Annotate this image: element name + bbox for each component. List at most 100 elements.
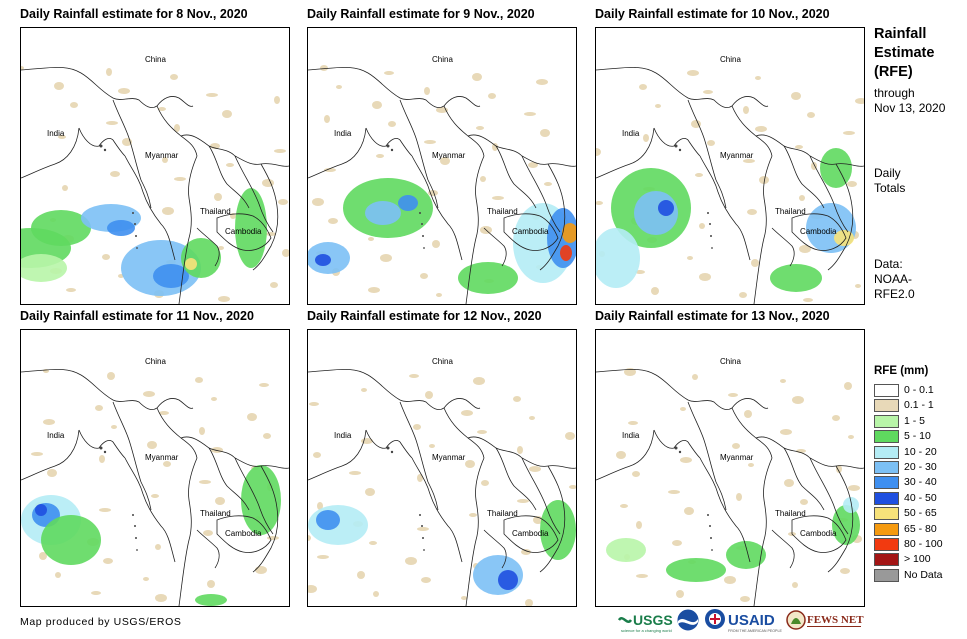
- through-value: Nov 13, 2020: [874, 101, 946, 115]
- rain-speckle: [848, 485, 860, 491]
- rain-speckle: [373, 591, 379, 597]
- noaa-logo-icon: [676, 608, 700, 632]
- label-china: China: [145, 55, 166, 64]
- rain-speckle: [380, 254, 392, 262]
- rain-speckle: [807, 112, 815, 118]
- legend-swatch: [874, 399, 899, 413]
- rain-speckle: [695, 173, 703, 177]
- rain-speckle: [255, 566, 267, 574]
- islands: [674, 446, 713, 551]
- rain-speckle: [70, 102, 78, 108]
- rain-speckle: [632, 471, 640, 477]
- rain-speckle: [21, 66, 24, 70]
- map-credit: Map produced by USGS/EROS: [20, 616, 182, 628]
- legend-item: 5 - 10: [874, 429, 964, 444]
- rain-speckle: [405, 557, 417, 565]
- rain-speckle: [47, 469, 57, 477]
- rain-speckle: [308, 535, 311, 541]
- rain-speckle: [170, 74, 178, 80]
- label-china: China: [720, 357, 741, 366]
- legend-swatch: [874, 537, 899, 551]
- rain-speckle: [143, 391, 155, 397]
- map-canvas: China India Myanmar Thailand Cambodia: [21, 357, 289, 606]
- rain-speckle: [517, 446, 523, 454]
- rain-speckle: [744, 410, 752, 418]
- sidebar-title-line: Estimate: [874, 45, 935, 61]
- rain-speckle: [569, 485, 576, 489]
- rain-cell: [770, 264, 822, 292]
- legend-swatch: [874, 414, 899, 428]
- rain-speckle: [102, 254, 110, 260]
- islands: [99, 446, 138, 551]
- legend-label: 5 - 10: [904, 430, 931, 443]
- label-cambodia: Cambodia: [512, 227, 549, 236]
- rain-speckle: [544, 182, 552, 186]
- rain-speckle: [218, 296, 230, 302]
- rain-speckle: [680, 407, 686, 411]
- label-cambodia: Cambodia: [800, 227, 837, 236]
- usaid-logo: USAID FROM THE AMERICAN PEOPLE: [705, 609, 782, 633]
- rainfall-panel-nov8: Daily Rainfall estimate for 8 Nov., 2020: [20, 7, 290, 305]
- map-canvas: China India Myanmar Thailand Cambodia: [308, 357, 576, 606]
- rain-speckle: [784, 479, 794, 487]
- legend-label: 10 - 20: [904, 445, 937, 458]
- label-thailand: Thailand: [775, 509, 806, 518]
- rain-speckle: [736, 493, 742, 501]
- legend-swatch: [874, 568, 899, 582]
- rain-speckle: [43, 419, 55, 425]
- rain-speckle: [174, 124, 180, 132]
- rain-speckle: [425, 391, 433, 399]
- rain-speckle: [214, 193, 222, 201]
- rain-speckle: [643, 134, 649, 142]
- panel-title: Daily Rainfall estimate for 8 Nov., 2020: [20, 7, 248, 21]
- rain-speckle: [99, 508, 111, 512]
- rain-speckle: [417, 527, 429, 531]
- rain-speckle: [636, 521, 642, 529]
- rain-speckle: [739, 292, 747, 298]
- legend-label: 0.1 - 1: [904, 399, 934, 412]
- rain-speckle: [95, 405, 103, 411]
- legend-swatch: [874, 430, 899, 444]
- rain-speckle: [792, 396, 804, 404]
- fewsnet-text: FEWS NET: [807, 614, 864, 626]
- rain-cell: [185, 258, 197, 270]
- legend-label: 0 - 0.1: [904, 384, 934, 396]
- rain-speckle: [844, 382, 852, 390]
- rain-speckle: [162, 157, 168, 163]
- panel-title: Daily Rainfall estimate for 10 Nov., 202…: [595, 7, 830, 21]
- rainfall-panel-nov10: Daily Rainfall estimate for 10 Nov., 202…: [595, 7, 865, 305]
- rain-speckle: [732, 443, 740, 449]
- legend-label: 40 - 50: [904, 491, 937, 504]
- rainfall-layer: [21, 66, 289, 302]
- rain-speckle: [313, 452, 321, 458]
- rain-speckle: [728, 393, 738, 397]
- rain-speckle: [513, 396, 521, 402]
- rain-speckle: [440, 157, 450, 165]
- rain-speckle: [488, 93, 496, 99]
- daily-line: Daily: [874, 166, 901, 180]
- rain-cell: [107, 220, 135, 236]
- label-india: India: [47, 431, 65, 440]
- rain-speckle: [743, 159, 755, 163]
- through-label: through: [874, 86, 915, 100]
- rain-speckle: [55, 572, 61, 578]
- legend-label: 30 - 40: [904, 476, 937, 489]
- rain-cell: [398, 195, 418, 211]
- rain-speckle: [803, 298, 813, 302]
- usgs-text: USGS: [633, 612, 673, 628]
- sidebar-title: Rainfall Estimate (RFE): [874, 25, 964, 82]
- legend-item: 40 - 50: [874, 491, 964, 506]
- legend-title: RFE (mm): [874, 365, 929, 377]
- rain-speckle: [424, 140, 436, 144]
- rain-speckle: [429, 444, 435, 448]
- rain-speckle: [832, 415, 840, 421]
- daily-totals: Daily Totals: [874, 166, 964, 196]
- agency-logos: USGS science for a changing world USAID …: [618, 606, 864, 634]
- legend-item: 0.1 - 1: [874, 398, 964, 413]
- rainfall-map: China India Myanmar Thailand Cambodia: [20, 27, 290, 305]
- label-thailand: Thailand: [200, 207, 231, 216]
- rain-speckle: [215, 497, 225, 505]
- rain-speckle: [687, 70, 699, 76]
- rain-speckle: [847, 181, 857, 187]
- map-canvas: China India Myanmar Thailand Cambodia: [596, 55, 864, 304]
